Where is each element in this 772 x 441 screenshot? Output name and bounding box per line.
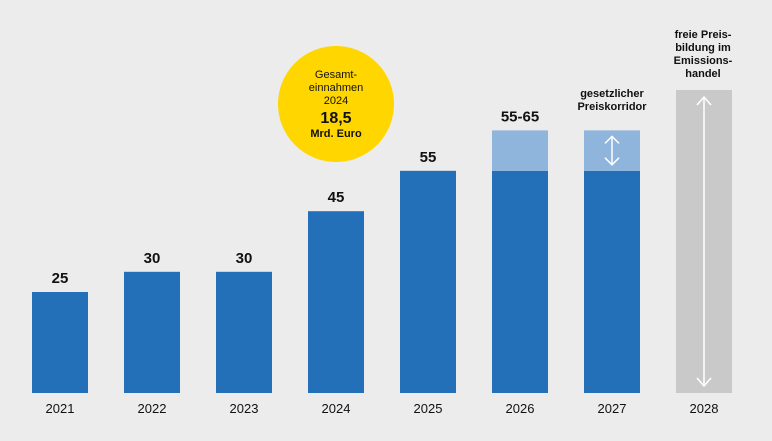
badge-line-1: Gesamt-: [315, 69, 358, 81]
x-tick-2024: 2024: [322, 401, 351, 416]
corridor-arrow-down-icon: [604, 157, 620, 166]
value-label-2021: 25: [52, 270, 69, 287]
badge-line-2: einnahmen: [309, 82, 363, 94]
bar-2024: [308, 211, 364, 393]
revenue-badge: Gesamt- einnahmen 2024 18,5 Mrd. Euro: [278, 46, 394, 162]
bar-2027: [584, 170, 640, 393]
free-market-note-line-1: freie Preis-: [675, 29, 732, 41]
corridor-note-line-1: gesetzlicher: [580, 88, 644, 100]
bars-layer: [32, 90, 732, 393]
corridor-2026: [492, 130, 548, 171]
free-market-note-line-3: Emissions-: [674, 55, 733, 67]
bar-2026: [492, 170, 548, 393]
corridor-arrow-up-icon: [604, 135, 620, 144]
bar-2023: [216, 271, 272, 393]
value-label-2025: 55: [420, 149, 437, 166]
value-label-2026: 55-65: [501, 108, 539, 125]
corridor-note: gesetzlicher Preiskorridor: [577, 88, 647, 113]
badge-circle: [278, 46, 394, 162]
badge-line-3: 2024: [324, 95, 348, 107]
badge-unit: Mrd. Euro: [310, 128, 362, 140]
free-market-note-line-4: handel: [685, 68, 720, 80]
x-tick-2028: 2028: [690, 401, 719, 416]
bar-2021: [32, 292, 88, 393]
labels-layer: 25 2021 30 2022 30 2023 45 2024 55 2025 55-65 2026 2…: [46, 108, 719, 416]
free-market-note-line-2: bildung im: [675, 42, 731, 54]
bar-2025: [400, 170, 456, 393]
value-label-2024: 45: [328, 189, 345, 206]
free-market-arrow-up-icon: [696, 95, 712, 106]
value-label-2022: 30: [144, 250, 161, 267]
value-label-2023: 30: [236, 250, 253, 267]
x-tick-2022: 2022: [138, 401, 167, 416]
x-tick-2025: 2025: [414, 401, 443, 416]
x-tick-2026: 2026: [506, 401, 535, 416]
bar-2022: [124, 271, 180, 393]
x-tick-2027: 2027: [598, 401, 627, 416]
free-market-note: freie Preis- bildung im Emissions- hande…: [674, 29, 733, 80]
free-market-arrow-down-icon: [696, 377, 712, 388]
x-tick-2021: 2021: [46, 401, 75, 416]
corridor-note-line-2: Preiskorridor: [577, 101, 647, 113]
x-tick-2023: 2023: [230, 401, 259, 416]
badge-value: 18,5: [320, 110, 351, 127]
